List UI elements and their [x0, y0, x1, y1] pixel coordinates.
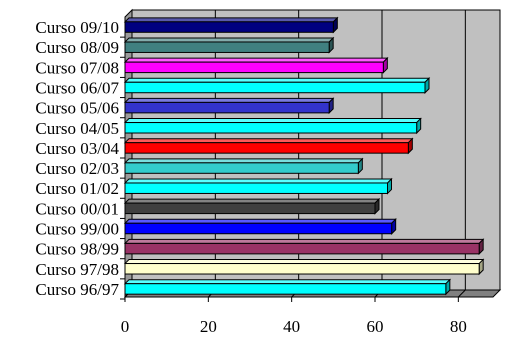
bar-top: [123, 198, 381, 204]
category-label: Curso 07/08: [35, 58, 119, 77]
category-label: Curso 98/99: [35, 240, 119, 259]
bar-top: [123, 158, 364, 164]
bar-top: [123, 238, 485, 244]
bar-top: [123, 178, 393, 184]
bar-front: [124, 242, 480, 255]
bar-front: [124, 61, 384, 74]
x-tick-label: 40: [283, 317, 300, 336]
bar: [123, 77, 431, 94]
bar: [123, 97, 335, 115]
bar-front: [124, 142, 409, 154]
category-label: Curso 02/03: [35, 159, 119, 178]
gridline-floor: [457, 289, 466, 298]
bar: [123, 16, 339, 34]
x-tick-labels: 0 20 40 60 80: [121, 317, 467, 336]
bar-top: [123, 218, 397, 224]
bar-top: [123, 17, 339, 23]
bar: [123, 137, 414, 155]
bar-front: [124, 101, 330, 114]
category-label: Curso 06/07: [35, 79, 119, 98]
bar: [123, 36, 335, 54]
bar-front: [124, 222, 393, 235]
bar-front: [124, 81, 426, 94]
bar: [123, 278, 452, 296]
bar-top: [123, 279, 452, 285]
bar-front: [124, 283, 447, 295]
bar-front: [124, 202, 376, 215]
x-tick-label: 20: [200, 317, 217, 336]
bar: [123, 258, 485, 276]
bar: [123, 157, 364, 175]
category-label: Curso 97/98: [35, 260, 119, 279]
bar-top: [123, 97, 335, 103]
bar: [123, 218, 397, 235]
bar-top: [123, 57, 389, 63]
x-tick-label: 0: [121, 317, 130, 336]
bar-front: [124, 21, 334, 33]
bar-front: [124, 182, 388, 194]
axes: [120, 17, 493, 302]
category-label: Curso 99/00: [35, 220, 119, 239]
bar: [123, 197, 381, 215]
bar-front: [124, 41, 330, 53]
category-label: Curso 96/97: [35, 280, 119, 299]
bar-front: [124, 162, 359, 174]
category-label: Curso 09/10: [35, 18, 119, 37]
bar-top: [123, 37, 335, 43]
bar: [123, 117, 422, 135]
bar-top: [123, 77, 431, 83]
bar-top: [123, 138, 414, 144]
bar: [123, 56, 389, 74]
category-label: Curso 01/02: [35, 179, 119, 198]
category-label: Curso 04/05: [35, 119, 119, 138]
x-tick-label: 60: [367, 317, 384, 336]
bar-front: [124, 122, 418, 134]
category-label: Curso 03/04: [35, 139, 119, 158]
bar-front: [124, 263, 480, 275]
bars: [123, 16, 485, 296]
bar: [123, 238, 485, 256]
x-tick-label: 80: [450, 317, 467, 336]
category-label: Curso 05/06: [35, 99, 119, 118]
bar: [123, 177, 393, 195]
category-label: Curso 08/09: [35, 38, 119, 57]
bar-top: [123, 259, 485, 265]
category-label: Curso 00/01: [35, 199, 119, 218]
bar-top: [123, 118, 422, 124]
